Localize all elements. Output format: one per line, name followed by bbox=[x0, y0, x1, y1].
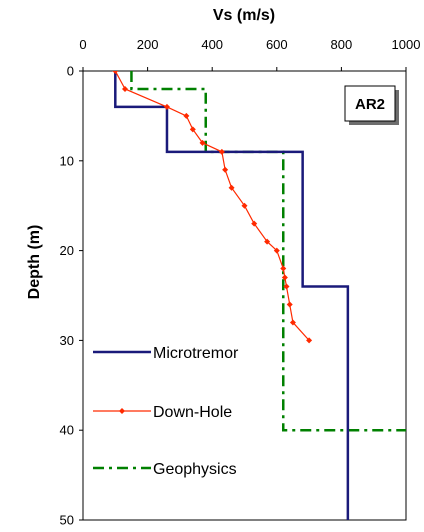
series-down-hole-line bbox=[114, 71, 310, 341]
down-hole-point bbox=[251, 220, 258, 227]
y-tick-label: 40 bbox=[60, 423, 74, 438]
down-hole-point bbox=[273, 247, 280, 254]
x-tick-label: 800 bbox=[331, 37, 353, 52]
series-layer bbox=[112, 71, 406, 520]
chart-badge: AR2 bbox=[344, 85, 399, 125]
down-hole-point bbox=[286, 301, 293, 308]
down-hole-point bbox=[241, 202, 248, 209]
down-hole-point bbox=[281, 274, 288, 281]
x-tick-label: 1000 bbox=[392, 37, 421, 52]
legend-marker bbox=[119, 408, 125, 414]
down-hole-point bbox=[189, 126, 196, 133]
down-hole-point bbox=[121, 85, 128, 92]
down-hole-point bbox=[289, 319, 296, 326]
badge-box bbox=[344, 85, 396, 122]
series-microtremor-line bbox=[114, 71, 350, 520]
series-geophysics-line bbox=[130, 71, 406, 432]
legend-label-microtremor: Microtremor bbox=[153, 345, 239, 362]
down-hole-point bbox=[306, 337, 313, 344]
down-hole-point bbox=[218, 148, 225, 155]
y-tick-label: 30 bbox=[60, 333, 74, 348]
y-tick-label: 50 bbox=[60, 513, 74, 528]
y-tick-label: 20 bbox=[60, 243, 74, 258]
down-hole-point bbox=[283, 283, 290, 290]
legend-label-down-hole: Down-Hole bbox=[153, 404, 232, 421]
down-hole-point bbox=[163, 103, 170, 110]
down-hole-point bbox=[264, 238, 271, 245]
y-tick-label: 10 bbox=[60, 153, 74, 168]
legend-label-geophysics: Geophysics bbox=[153, 461, 237, 478]
x-tick-label: 600 bbox=[266, 37, 288, 52]
down-hole-point bbox=[112, 71, 119, 74]
y-axis-title: Depth (m) bbox=[26, 225, 43, 300]
axes: 0 200 400 600 800 1000 0 10 20 30 40 50 bbox=[60, 37, 421, 528]
down-hole-point bbox=[183, 112, 190, 119]
series-group bbox=[112, 71, 406, 520]
x-axis-title: Vs (m/s) bbox=[213, 7, 275, 24]
legend: Microtremor Down-Hole Geophysics bbox=[93, 345, 239, 478]
down-hole-point bbox=[228, 184, 235, 191]
down-hole-point bbox=[280, 265, 287, 272]
down-hole-point bbox=[222, 166, 229, 173]
plot-frame bbox=[82, 70, 407, 521]
y-tick-label: 0 bbox=[67, 64, 74, 79]
down-hole-point bbox=[199, 139, 206, 146]
badge-label: AR2 bbox=[355, 96, 385, 113]
x-tick-label: 400 bbox=[201, 37, 223, 52]
x-tick-label: 0 bbox=[79, 37, 86, 52]
x-tick-label: 200 bbox=[137, 37, 159, 52]
